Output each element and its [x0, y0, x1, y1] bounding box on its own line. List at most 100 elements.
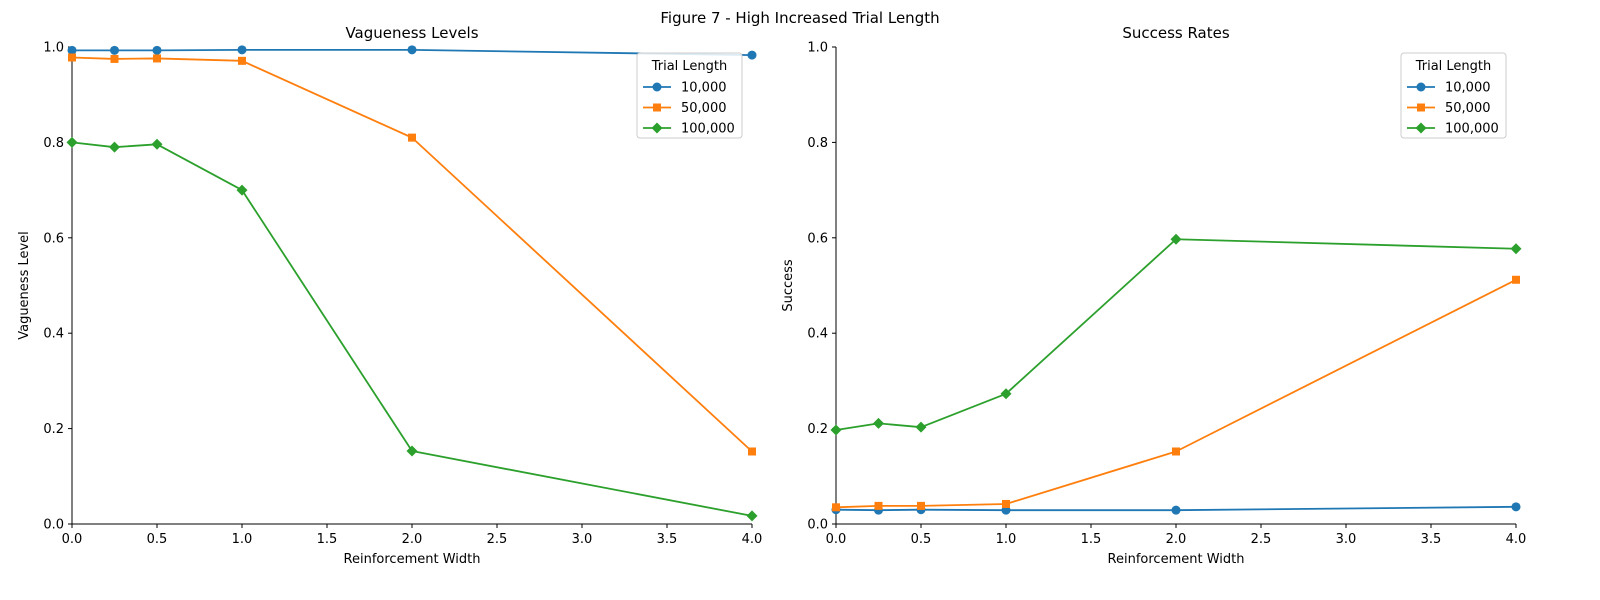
y-tick-label: 0.8 — [807, 136, 828, 151]
y-axis-label: Vagueness Level — [17, 231, 32, 340]
chart-title: Success Rates — [1122, 24, 1230, 42]
y-tick-label: 0.8 — [43, 136, 64, 151]
data-point — [407, 45, 417, 55]
y-tick-label: 0.2 — [807, 422, 828, 437]
series-line — [835, 505, 1517, 512]
data-point — [873, 417, 884, 429]
legend-label: 10,000 — [1445, 81, 1491, 96]
data-point — [1002, 499, 1010, 508]
x-tick-label: 3.5 — [1421, 532, 1442, 547]
data-point — [408, 133, 416, 142]
data-point — [874, 501, 883, 510]
data-point — [406, 445, 418, 457]
data-point — [66, 136, 78, 148]
data-point — [1511, 502, 1521, 512]
x-tick-label: 3.5 — [657, 532, 678, 547]
legend-box — [636, 52, 743, 139]
series-line — [835, 238, 1517, 431]
data-point — [748, 447, 756, 456]
vagueness-levels-chart: Vagueness Levels 0.0 0.5 1.0 1.5 2.0 2.5 3.0 3.5… — [17, 24, 762, 567]
x-tick-label: 1.0 — [996, 532, 1017, 547]
x-tick-label: 2.0 — [402, 532, 423, 547]
legend-label: 10,000 — [681, 81, 727, 96]
data-point — [238, 56, 246, 65]
legend-swatch-marker — [652, 82, 662, 92]
data-point — [67, 45, 77, 55]
x-tick-label: 0.0 — [62, 532, 83, 547]
legend: Trial Length 10,000 50,000 100,000 — [636, 52, 743, 139]
success-rates-chart: Success Rates 0.0 0.5 1.0 1.5 2.0 2.5 3.0 3.5 4.0… — [781, 24, 1526, 567]
x-tick-label: 3.0 — [572, 532, 593, 547]
series-line — [72, 48, 753, 57]
legend-swatch-marker — [653, 103, 661, 112]
data-point — [110, 54, 119, 63]
data-point — [832, 503, 840, 512]
x-tick-label: 2.5 — [487, 532, 508, 547]
x-tick-label: 3.0 — [1336, 532, 1357, 547]
data-point — [830, 424, 842, 436]
legend-swatch-marker — [1416, 82, 1426, 92]
data-point — [110, 45, 119, 55]
legend-title: Trial Length — [651, 59, 728, 74]
legend-title: Trial Length — [1415, 59, 1492, 74]
data-point — [151, 138, 163, 150]
x-tick-label: 4.0 — [1506, 532, 1527, 547]
series-line — [71, 141, 753, 517]
x-axis-label: Reinforcement Width — [1108, 552, 1245, 567]
series-10000 — [831, 502, 1521, 515]
data-point — [746, 510, 758, 522]
data-point — [915, 421, 927, 433]
data-point — [109, 141, 120, 153]
y-axis-label: Success — [781, 259, 796, 312]
x-tick-label: 0.0 — [826, 532, 847, 547]
series-50000 — [832, 275, 1520, 512]
data-point — [152, 45, 162, 55]
data-point — [747, 50, 757, 60]
data-point — [236, 184, 248, 196]
data-point — [1510, 243, 1522, 255]
y-tick-label: 0.0 — [807, 518, 828, 533]
legend-label: 100,000 — [1445, 122, 1499, 137]
y-tick-label: 0.4 — [807, 327, 828, 342]
data-point — [68, 53, 76, 62]
legend-label: 50,000 — [1445, 101, 1491, 116]
x-tick-label: 4.0 — [742, 532, 763, 547]
x-tick-label: 0.5 — [911, 532, 932, 547]
y-tick-label: 0.2 — [43, 422, 64, 437]
x-axis-label: Reinforcement Width — [344, 552, 481, 567]
y-tick-label: 0.6 — [43, 231, 64, 246]
series-100000 — [830, 233, 1522, 436]
x-tick-label: 0.5 — [147, 532, 168, 547]
y-tick-label: 0.0 — [43, 518, 64, 533]
data-point — [1000, 388, 1012, 400]
chart-title: Vagueness Levels — [345, 24, 478, 42]
legend-label: 50,000 — [681, 101, 727, 116]
legend-swatch-marker — [651, 122, 663, 134]
data-point — [1171, 505, 1181, 515]
data-point — [153, 54, 161, 63]
y-tick-label: 0.4 — [43, 327, 64, 342]
y-tick-label: 0.6 — [807, 231, 828, 246]
x-tick-label: 2.5 — [1251, 532, 1272, 547]
legend-swatch-marker — [1415, 122, 1427, 134]
series-50000 — [68, 53, 756, 456]
data-point — [1170, 233, 1182, 245]
series-line — [835, 278, 1517, 509]
legend-box — [1400, 52, 1507, 139]
data-point — [917, 501, 925, 510]
x-tick-label: 2.0 — [1166, 532, 1187, 547]
data-point — [237, 45, 247, 55]
x-tick-label: 1.0 — [232, 532, 253, 547]
legend: Trial Length 10,000 50,000 100,000 — [1400, 52, 1507, 139]
legend-swatch-marker — [1417, 103, 1425, 112]
x-tick-label: 1.5 — [1081, 532, 1102, 547]
legend-label: 100,000 — [681, 122, 735, 137]
series-100000 — [66, 136, 758, 522]
figure-title: Figure 7 - High Increased Trial Length — [660, 9, 940, 27]
series-line — [71, 56, 753, 453]
data-point — [1172, 447, 1180, 456]
x-tick-label: 1.5 — [317, 532, 338, 547]
series-10000 — [67, 45, 757, 60]
y-tick-label: 1.0 — [807, 41, 828, 56]
